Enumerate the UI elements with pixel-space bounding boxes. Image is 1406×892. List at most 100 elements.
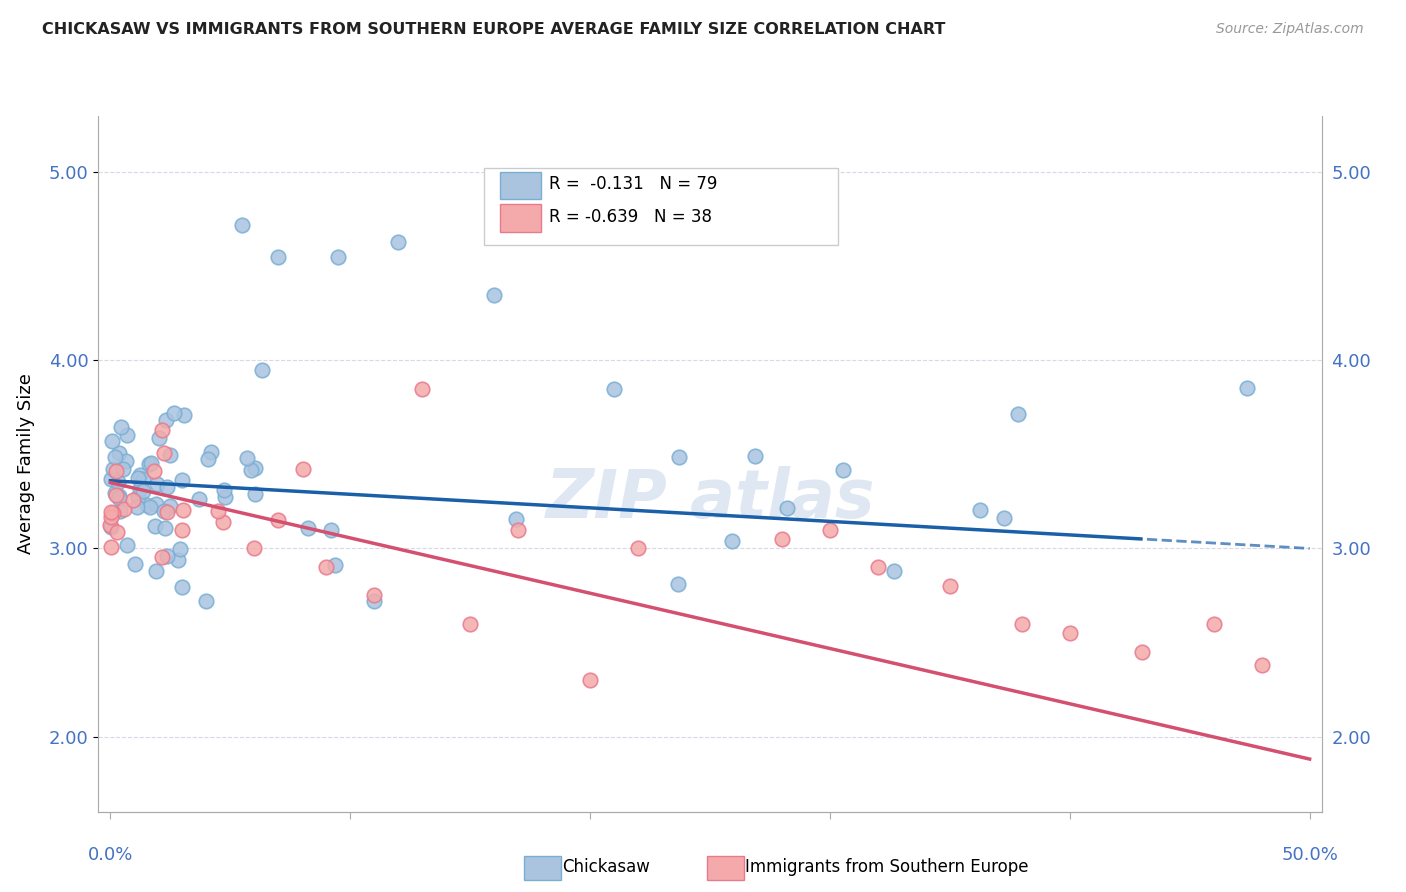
Point [243, 541, 266, 556]
Point [668, 450, 690, 464]
Point [100, 505, 122, 519]
Point [110, 504, 132, 518]
Point [363, 594, 385, 608]
Text: Chickasaw: Chickasaw [562, 858, 650, 876]
Point [172, 503, 194, 517]
Point [1236, 381, 1258, 395]
Point [267, 513, 290, 527]
Point [579, 673, 602, 687]
Point [172, 523, 194, 537]
Point [1130, 645, 1153, 659]
Point [321, 524, 343, 538]
Point [482, 287, 505, 301]
Point [458, 616, 481, 631]
Point [125, 500, 148, 514]
Y-axis label: Average Family Size: Average Family Size [17, 374, 35, 554]
Text: R = -0.639   N = 38: R = -0.639 N = 38 [548, 208, 711, 226]
Point [100, 518, 122, 533]
Point [212, 483, 235, 497]
Point [145, 476, 167, 491]
Point [1007, 407, 1029, 421]
Point [107, 475, 129, 489]
Point [127, 471, 149, 485]
Point [100, 434, 122, 448]
Point [315, 560, 337, 574]
FancyBboxPatch shape [499, 204, 541, 232]
FancyBboxPatch shape [484, 169, 838, 244]
Point [243, 461, 266, 475]
Point [108, 446, 131, 460]
Point [112, 462, 135, 476]
Point [363, 589, 385, 603]
Point [110, 420, 132, 434]
Text: Source: ZipAtlas.com: Source: ZipAtlas.com [1216, 22, 1364, 37]
Text: R =  -0.131   N = 79: R = -0.131 N = 79 [548, 175, 717, 194]
Point [115, 538, 138, 552]
Point [252, 362, 274, 376]
Point [411, 382, 433, 396]
Point [139, 456, 162, 470]
Point [387, 235, 409, 249]
Point [831, 463, 853, 477]
Point [135, 498, 157, 512]
Point [153, 446, 176, 460]
Point [138, 500, 160, 514]
Point [508, 523, 530, 537]
Point [156, 505, 179, 519]
Point [112, 502, 135, 516]
Point [969, 503, 991, 517]
Point [101, 506, 124, 520]
FancyBboxPatch shape [499, 171, 541, 200]
Point [1011, 616, 1033, 631]
Point [143, 464, 166, 478]
Point [883, 564, 905, 578]
Point [214, 490, 236, 504]
Point [169, 542, 191, 557]
Point [267, 250, 290, 264]
Point [150, 550, 173, 565]
Point [104, 486, 127, 500]
Point [156, 480, 179, 494]
Point [159, 499, 181, 513]
Text: CHICKASAW VS IMMIGRANTS FROM SOUTHERN EUROPE AVERAGE FAMILY SIZE CORRELATION CHA: CHICKASAW VS IMMIGRANTS FROM SOUTHERN EU… [42, 22, 946, 37]
Point [100, 510, 122, 524]
Text: Immigrants from Southern Europe: Immigrants from Southern Europe [745, 858, 1029, 876]
Point [1059, 626, 1081, 640]
Point [939, 579, 962, 593]
Point [132, 484, 155, 499]
Point [150, 423, 173, 437]
Point [603, 382, 626, 396]
Point [197, 451, 219, 466]
Point [172, 473, 194, 487]
Point [188, 491, 211, 506]
Point [131, 472, 153, 486]
Point [292, 462, 315, 476]
Point [148, 431, 170, 445]
Point [100, 540, 122, 554]
Point [127, 490, 149, 504]
Point [105, 464, 128, 478]
Point [105, 488, 128, 502]
Text: 50.0%: 50.0% [1281, 846, 1339, 863]
Point [328, 250, 350, 264]
Point [297, 521, 319, 535]
Text: ZIP atlas: ZIP atlas [546, 466, 875, 532]
Point [1250, 658, 1272, 673]
Point [145, 497, 167, 511]
Point [162, 406, 184, 420]
Point [152, 504, 174, 518]
Point [170, 580, 193, 594]
Point [505, 512, 527, 526]
Point [744, 450, 766, 464]
Point [114, 454, 136, 468]
Point [101, 462, 124, 476]
Point [235, 450, 257, 465]
Point [153, 521, 176, 535]
Point [100, 472, 122, 486]
Point [104, 450, 127, 464]
Point [325, 558, 347, 572]
Point [145, 564, 167, 578]
Point [243, 487, 266, 501]
Point [156, 549, 179, 563]
Point [167, 553, 190, 567]
